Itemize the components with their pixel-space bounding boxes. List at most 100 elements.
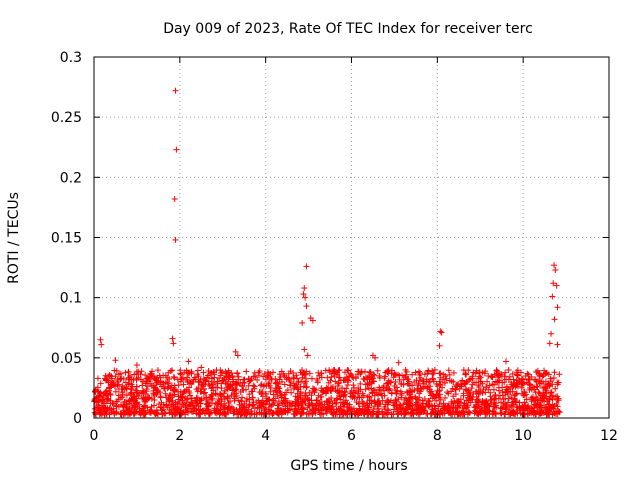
data-point-background — [195, 379, 202, 386]
data-point — [97, 336, 104, 343]
data-point-background — [99, 396, 106, 403]
data-point-background — [126, 410, 133, 417]
data-point-background — [300, 369, 307, 376]
data-point-background — [449, 405, 456, 412]
data-point-background — [92, 410, 99, 417]
data-point-background — [444, 389, 451, 396]
data-point-background — [491, 399, 498, 406]
data-point-background — [211, 374, 218, 381]
data-point-background — [489, 408, 496, 415]
data-point-background — [118, 386, 125, 393]
data-point-background — [404, 380, 411, 387]
data-point-background — [471, 407, 478, 414]
data-point-background — [495, 379, 502, 386]
data-point-background — [369, 378, 376, 385]
data-point — [438, 329, 445, 336]
data-point-background — [122, 379, 129, 386]
data-point-background — [312, 410, 319, 417]
data-point-background — [441, 379, 448, 386]
data-point-background — [539, 373, 546, 380]
data-point-background — [355, 388, 362, 395]
data-point-background — [525, 402, 532, 409]
data-point-background — [268, 375, 275, 382]
data-point-background — [316, 400, 323, 407]
data-point-background — [449, 385, 456, 392]
data-point-background — [502, 395, 509, 402]
data-point-background — [496, 387, 503, 394]
data-point-background — [448, 388, 455, 395]
data-point — [172, 87, 179, 94]
data-point-background — [413, 399, 420, 406]
data-point-background — [306, 389, 313, 396]
data-point-background — [314, 379, 321, 386]
data-point-background — [251, 369, 258, 376]
data-point-background — [400, 381, 407, 388]
data-point-background — [235, 397, 242, 404]
data-point-background — [168, 382, 175, 389]
data-point-background — [324, 387, 331, 394]
data-point-background — [438, 403, 445, 410]
data-point-background — [171, 374, 178, 381]
data-point-background — [534, 383, 541, 390]
y-tick-label: 0.15 — [51, 231, 82, 247]
data-point-background — [452, 386, 459, 393]
data-point-background — [266, 411, 273, 418]
data-point-background — [345, 377, 352, 384]
data-point-background — [350, 382, 357, 389]
data-point-background — [200, 369, 207, 376]
data-point-background — [317, 394, 324, 401]
data-point-background — [226, 374, 233, 381]
data-point — [503, 358, 509, 365]
data-point-background — [323, 410, 330, 417]
data-point-background — [185, 369, 192, 376]
data-point-background — [483, 384, 490, 391]
data-point-background — [205, 398, 212, 405]
data-point-background — [255, 372, 262, 379]
data-point-background — [257, 402, 264, 409]
data-point-background — [318, 370, 325, 377]
data-point-background — [266, 370, 273, 377]
data-point-background — [371, 398, 378, 405]
data-point-background — [161, 385, 168, 392]
data-point-background — [412, 369, 419, 376]
data-point-background — [197, 406, 204, 413]
data-point-background — [498, 371, 505, 378]
data-point-background — [216, 397, 223, 404]
data-point-background — [445, 367, 452, 374]
data-point-background — [532, 377, 539, 384]
data-point-background — [473, 401, 480, 408]
data-point-background — [264, 395, 271, 402]
data-point-background — [324, 374, 331, 381]
data-point-background — [231, 393, 238, 400]
data-point-background — [200, 375, 207, 382]
data-point-background — [502, 389, 509, 396]
data-point-background — [97, 393, 104, 400]
data-point-background — [330, 370, 337, 377]
data-point-background — [385, 370, 392, 377]
data-point-background — [465, 367, 472, 374]
data-point-background — [548, 389, 555, 396]
points-layer — [91, 87, 563, 418]
data-point-background — [514, 410, 521, 417]
data-point-background — [556, 371, 563, 378]
data-point — [303, 303, 310, 310]
data-point-background — [451, 397, 458, 404]
data-point-background — [315, 369, 322, 376]
data-point-background — [273, 385, 280, 392]
data-point — [549, 293, 556, 300]
data-point-background — [311, 385, 318, 392]
data-point-background — [294, 394, 301, 401]
data-point-background — [431, 405, 438, 412]
data-point — [372, 354, 379, 361]
data-point-background — [360, 375, 367, 382]
data-point-background — [499, 389, 506, 396]
data-point — [185, 358, 192, 365]
data-point-background — [336, 390, 343, 397]
data-point-background — [277, 407, 284, 414]
data-point-background — [282, 398, 289, 405]
data-point-background — [290, 385, 297, 392]
data-point-background — [142, 407, 149, 414]
data-point-background — [207, 409, 214, 416]
data-point-background — [399, 372, 406, 379]
data-point-background — [127, 391, 134, 398]
